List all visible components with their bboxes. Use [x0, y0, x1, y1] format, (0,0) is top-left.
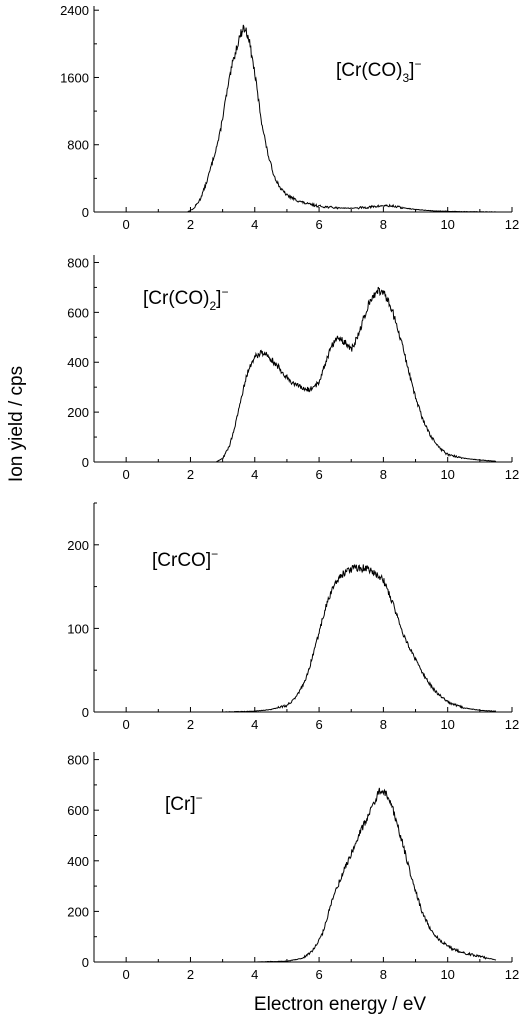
x-tick-label: 10: [440, 467, 454, 482]
x-tick-label: 2: [187, 217, 194, 232]
x-tick-label: 4: [251, 717, 258, 732]
x-tick-label: 2: [187, 717, 194, 732]
x-tick-label: 12: [505, 717, 519, 732]
x-tick-label: 8: [380, 217, 387, 232]
panel-label-charge: −: [211, 547, 218, 561]
panel-label-charge: −: [414, 57, 421, 71]
y-tick-label: 0: [82, 705, 89, 720]
x-tick-label: 2: [187, 467, 194, 482]
y-tick-label: 200: [67, 904, 89, 919]
panel-label-main: [Cr(CO): [143, 288, 209, 309]
y-tick-label: 800: [67, 138, 89, 153]
panel-label: [Cr(CO)2]−: [143, 285, 228, 313]
x-tick-label: 12: [505, 967, 519, 982]
panel-label-main: [Cr]: [165, 794, 196, 815]
y-tick-label: 0: [82, 455, 89, 470]
x-tick-label: 0: [123, 717, 130, 732]
x-tick-label: 6: [315, 217, 322, 232]
y-tick-label: 100: [67, 621, 89, 636]
y-tick-label: 0: [82, 205, 89, 220]
x-tick-label: 4: [251, 217, 258, 232]
panel-label-main: [Cr(CO): [336, 60, 402, 81]
x-tick-label: 2: [187, 967, 194, 982]
y-tick-label: 1600: [60, 70, 89, 85]
x-tick-label: 4: [251, 467, 258, 482]
y-tick-label: 400: [67, 854, 89, 869]
y-tick-label: 800: [67, 255, 89, 270]
chart-panel-3: 0 2 4 6 8 10 12 0 100 200 [CrCO]−: [67, 502, 519, 732]
x-tick-label: 4: [251, 967, 258, 982]
x-tick-label: 8: [380, 717, 387, 732]
series-line: [94, 24, 497, 213]
y-tick-label: 400: [67, 355, 89, 370]
panel-label-bracket: ]: [216, 288, 221, 309]
x-tick-label: 6: [315, 467, 322, 482]
x-tick-label: 6: [315, 967, 322, 982]
panel-label-subscript: 3: [402, 71, 409, 85]
x-tick-label: 10: [440, 717, 454, 732]
series-line: [94, 787, 497, 963]
x-tick-label: 0: [123, 467, 130, 482]
chart-panel-1: 0 2 4 6 8 10 12 0 800 1600 2400 [Cr(CO)3]−: [60, 3, 519, 232]
x-tick-label: 8: [380, 967, 387, 982]
x-tick-label: 0: [123, 967, 130, 982]
y-tick-label: 200: [67, 538, 89, 553]
x-tick-label: 0: [123, 217, 130, 232]
panel-label: [CrCO]−: [152, 547, 218, 571]
y-tick-label: 200: [67, 405, 89, 420]
x-tick-label: 12: [505, 467, 519, 482]
x-tick-label: 8: [380, 467, 387, 482]
panel-label-charge: −: [221, 285, 228, 299]
y-tick-label: 0: [82, 955, 89, 970]
y-tick-label: 2400: [60, 3, 89, 18]
y-tick-label: 600: [67, 305, 89, 320]
panel-label-main: [CrCO]: [152, 550, 211, 571]
x-axis-title: Electron energy / eV: [254, 994, 426, 1015]
panel-label-bracket: ]: [409, 60, 414, 81]
chart-panel-4: 0 2 4 6 8 10 12 0 200 400 600 800 [Cr]−: [67, 752, 519, 982]
panel-label-subscript: 2: [209, 299, 216, 313]
x-tick-label: 10: [440, 217, 454, 232]
panel-label: [Cr]−: [165, 791, 203, 815]
series-line: [94, 563, 497, 713]
y-tick-label: 800: [67, 753, 89, 768]
y-tick-label: 600: [67, 803, 89, 818]
series-line: [94, 286, 497, 463]
y-axis-title: Ion yield / cps: [6, 366, 27, 482]
x-tick-label: 6: [315, 717, 322, 732]
x-tick-label: 10: [440, 967, 454, 982]
panel-label-charge: −: [196, 791, 203, 805]
panel-label: [Cr(CO)3]−: [336, 57, 421, 85]
x-tick-label: 12: [505, 217, 519, 232]
